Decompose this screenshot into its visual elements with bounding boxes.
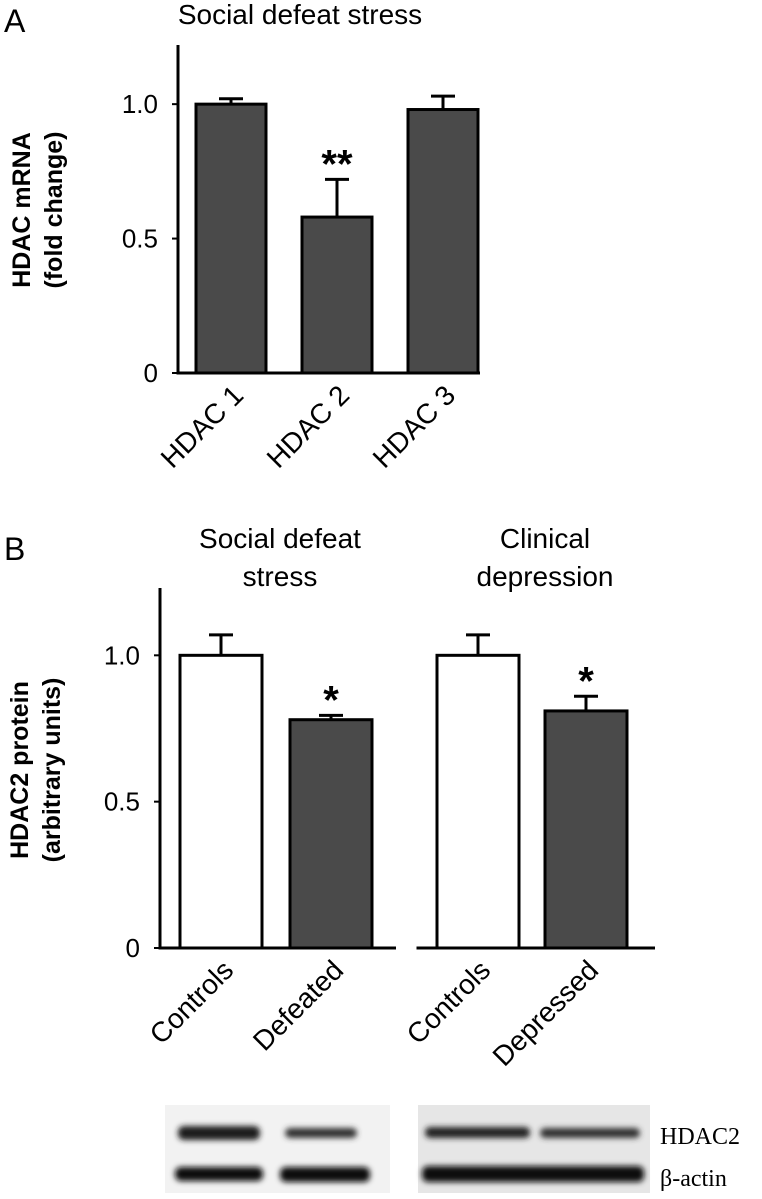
chart-title: Social defeat <box>199 523 361 554</box>
x-tick-label: Defeated <box>247 954 349 1056</box>
x-tick-label: Controls <box>401 954 497 1050</box>
panel-label: A <box>4 3 26 39</box>
chart-title: Clinical <box>500 523 590 554</box>
bar <box>178 653 264 950</box>
chart-title: depression <box>477 561 614 592</box>
y-tick-label: 0 <box>144 358 158 388</box>
significance-label: * <box>323 678 339 722</box>
blot-band <box>540 1128 640 1138</box>
y-tick-label: 0.5 <box>104 787 140 817</box>
bar <box>543 709 629 950</box>
panel-label: B <box>4 531 25 567</box>
bar <box>406 108 480 375</box>
blot-band <box>280 1167 370 1182</box>
y-axis-label: HDAC2 protein <box>6 681 34 859</box>
y-tick-label: 0 <box>126 933 140 963</box>
blot-band <box>422 1166 644 1182</box>
bar <box>194 102 268 375</box>
bar <box>300 215 374 375</box>
blot-label: HDAC2 <box>660 1124 740 1150</box>
blot-label: β-actin <box>660 1166 727 1192</box>
blot-band <box>425 1127 530 1138</box>
chart-title: Social defeat stress <box>178 0 422 30</box>
y-tick-label: 0.5 <box>122 224 158 254</box>
y-tick-label: 1.0 <box>104 640 140 670</box>
bar <box>435 653 521 950</box>
blot-band <box>178 1126 260 1140</box>
x-tick-label: Depressed <box>487 954 605 1072</box>
western-blot: HDAC2 β-actin <box>165 1105 740 1193</box>
y-axis-label: HDAC mRNA <box>8 132 36 288</box>
y-axis-label: (fold change) <box>40 132 68 289</box>
x-tick-label: HDAC 1 <box>155 379 250 474</box>
blot-band <box>175 1167 263 1181</box>
significance-label: ** <box>321 142 353 186</box>
significance-label: * <box>578 659 594 703</box>
chart-title: stress <box>243 561 318 592</box>
x-tick-label: HDAC 3 <box>367 379 462 474</box>
x-tick-label: Controls <box>144 954 240 1050</box>
blot-band <box>285 1128 357 1138</box>
bar <box>288 718 374 950</box>
y-axis-label: (arbitrary units) <box>38 678 66 863</box>
x-tick-label: HDAC 2 <box>261 379 356 474</box>
y-tick-label: 1.0 <box>122 89 158 119</box>
